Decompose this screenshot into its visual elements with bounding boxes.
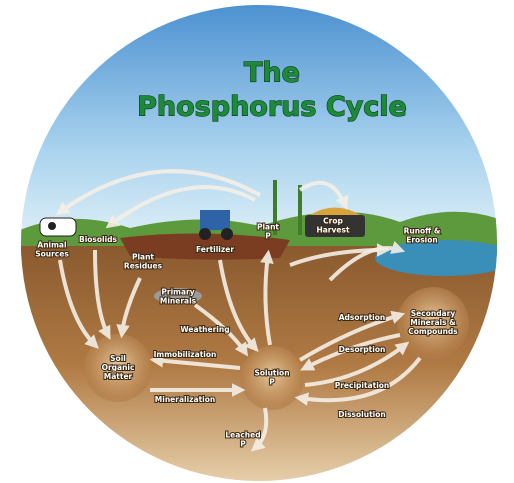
node-label: P <box>269 378 275 387</box>
phosphorus-cycle-diagram: The Phosphorus Cycle AnimalSources Biosol… <box>0 0 514 483</box>
node-label: Weathering <box>180 325 229 334</box>
node-label: Secondary <box>411 309 456 318</box>
node-label: P <box>265 232 271 241</box>
node-label: Precipitation <box>335 381 390 390</box>
node-label: Primary <box>161 288 194 297</box>
node-label: Plant <box>132 253 154 262</box>
node-label: Soil <box>110 354 126 363</box>
node-label: Erosion <box>406 236 438 245</box>
node-label: Immobilization <box>154 350 217 359</box>
tractor-wheel <box>221 228 233 240</box>
pond <box>375 240 514 276</box>
node-label: Minerals <box>160 297 197 306</box>
cow <box>40 218 76 236</box>
node-label: Leached <box>225 431 260 440</box>
node-label: Desorption <box>339 345 386 354</box>
node-label: Biosolids <box>79 235 118 244</box>
node-label: Plant <box>257 223 279 232</box>
tractor-wheel <box>199 228 211 240</box>
node-label: Residues <box>124 262 163 271</box>
node-label: Crop <box>323 217 343 226</box>
node-label: Dissolution <box>338 410 385 419</box>
title-line: Phosphorus Cycle <box>137 92 407 123</box>
node-label: Adsorption <box>339 313 386 322</box>
node-label: Harvest <box>316 226 349 235</box>
node-label: Organic <box>102 363 135 372</box>
node-label: Mineralization <box>155 395 215 404</box>
cow-spot <box>48 222 56 230</box>
title-line: The <box>244 58 300 89</box>
sky <box>0 0 514 250</box>
node-label: Compounds <box>408 327 458 336</box>
node-label: Sources <box>35 250 69 259</box>
node-label: Matter <box>104 372 133 381</box>
node-label: P <box>240 440 246 449</box>
node-label: Animal <box>37 241 66 250</box>
node-label: Solution <box>254 369 289 378</box>
node-label: Minerals & <box>410 318 456 327</box>
node-label: Runoff & <box>404 227 441 236</box>
tractor <box>200 210 230 230</box>
node-label: Fertilizer <box>196 245 234 254</box>
